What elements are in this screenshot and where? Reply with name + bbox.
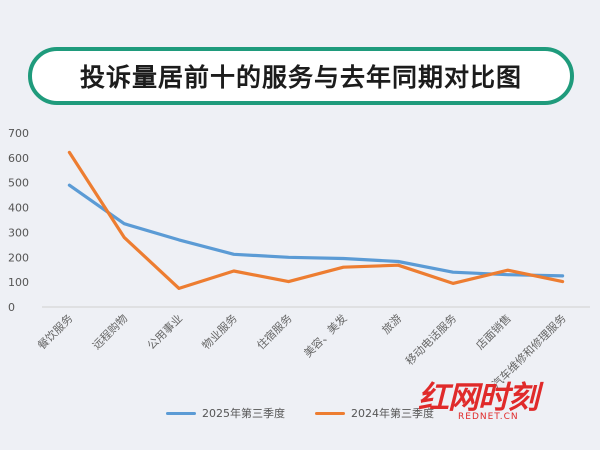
legend-label-2025: 2025年第三季度 [202, 407, 285, 420]
watermark-domain: REDNET.CN [458, 412, 519, 422]
y-tick-label: 200 [8, 251, 29, 264]
x-tick-label: 餐饮服务 [35, 311, 76, 352]
watermark-brand: 红网时刻 [418, 380, 539, 416]
legend-item-2024: 2024年第三季度 [315, 405, 434, 421]
legend-swatch-2025 [166, 411, 196, 415]
y-tick-label: 100 [8, 276, 29, 289]
y-tick-label: 600 [8, 152, 29, 165]
legend-item-2025: 2025年第三季度 [166, 405, 285, 421]
y-tick-label: 300 [8, 226, 29, 239]
rednet-watermark-logo: 红网时刻 REDNET.CN [418, 372, 578, 428]
x-tick-label: 店面销售 [473, 311, 514, 352]
legend-swatch-2024 [315, 411, 345, 415]
y-tick-label: 0 [8, 301, 15, 314]
x-tick-label: 远程购物 [89, 311, 130, 352]
y-tick-label: 700 [8, 127, 29, 140]
chart-title: 投诉量居前十的服务与去年同期对比图 [79, 63, 522, 92]
x-tick-label: 移动电话服务 [403, 312, 459, 368]
chart-legend: 2025年第三季度 2024年第三季度 [0, 405, 600, 421]
legend-label-2024: 2024年第三季度 [351, 407, 434, 420]
series-line-0 [67, 183, 565, 278]
y-tick-label: 400 [8, 202, 29, 215]
x-tick-label: 公用事业 [145, 312, 185, 352]
x-tick-label: 旅游 [379, 311, 404, 336]
y-tick-label: 500 [8, 177, 29, 190]
series-line-1 [67, 150, 565, 290]
x-tick-label: 美容、美发 [301, 311, 350, 360]
x-tick-label: 住宿服务 [254, 311, 295, 352]
x-tick-label: 物业服务 [199, 311, 240, 352]
chart-title-box: 投诉量居前十的服务与去年同期对比图 [28, 47, 574, 105]
